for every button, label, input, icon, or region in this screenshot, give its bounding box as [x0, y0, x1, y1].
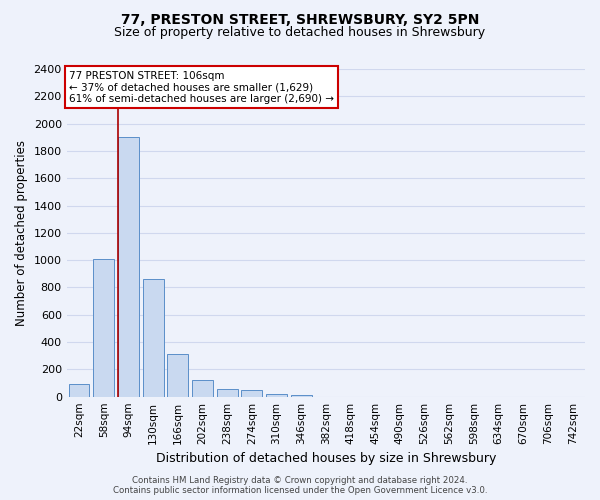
Bar — [93, 259, 114, 396]
Bar — [118, 138, 139, 396]
Text: Size of property relative to detached houses in Shrewsbury: Size of property relative to detached ho… — [115, 26, 485, 39]
Text: Contains HM Land Registry data © Crown copyright and database right 2024.
Contai: Contains HM Land Registry data © Crown c… — [113, 476, 487, 495]
Bar — [192, 380, 213, 396]
Bar — [68, 384, 89, 396]
Bar — [241, 390, 262, 396]
Text: 77, PRESTON STREET, SHREWSBURY, SY2 5PN: 77, PRESTON STREET, SHREWSBURY, SY2 5PN — [121, 12, 479, 26]
Text: 77 PRESTON STREET: 106sqm
← 37% of detached houses are smaller (1,629)
61% of se: 77 PRESTON STREET: 106sqm ← 37% of detac… — [69, 70, 334, 104]
X-axis label: Distribution of detached houses by size in Shrewsbury: Distribution of detached houses by size … — [155, 452, 496, 465]
Y-axis label: Number of detached properties: Number of detached properties — [15, 140, 28, 326]
Bar — [143, 280, 164, 396]
Bar — [217, 389, 238, 396]
Bar — [290, 394, 311, 396]
Bar — [167, 354, 188, 397]
Bar — [266, 394, 287, 396]
